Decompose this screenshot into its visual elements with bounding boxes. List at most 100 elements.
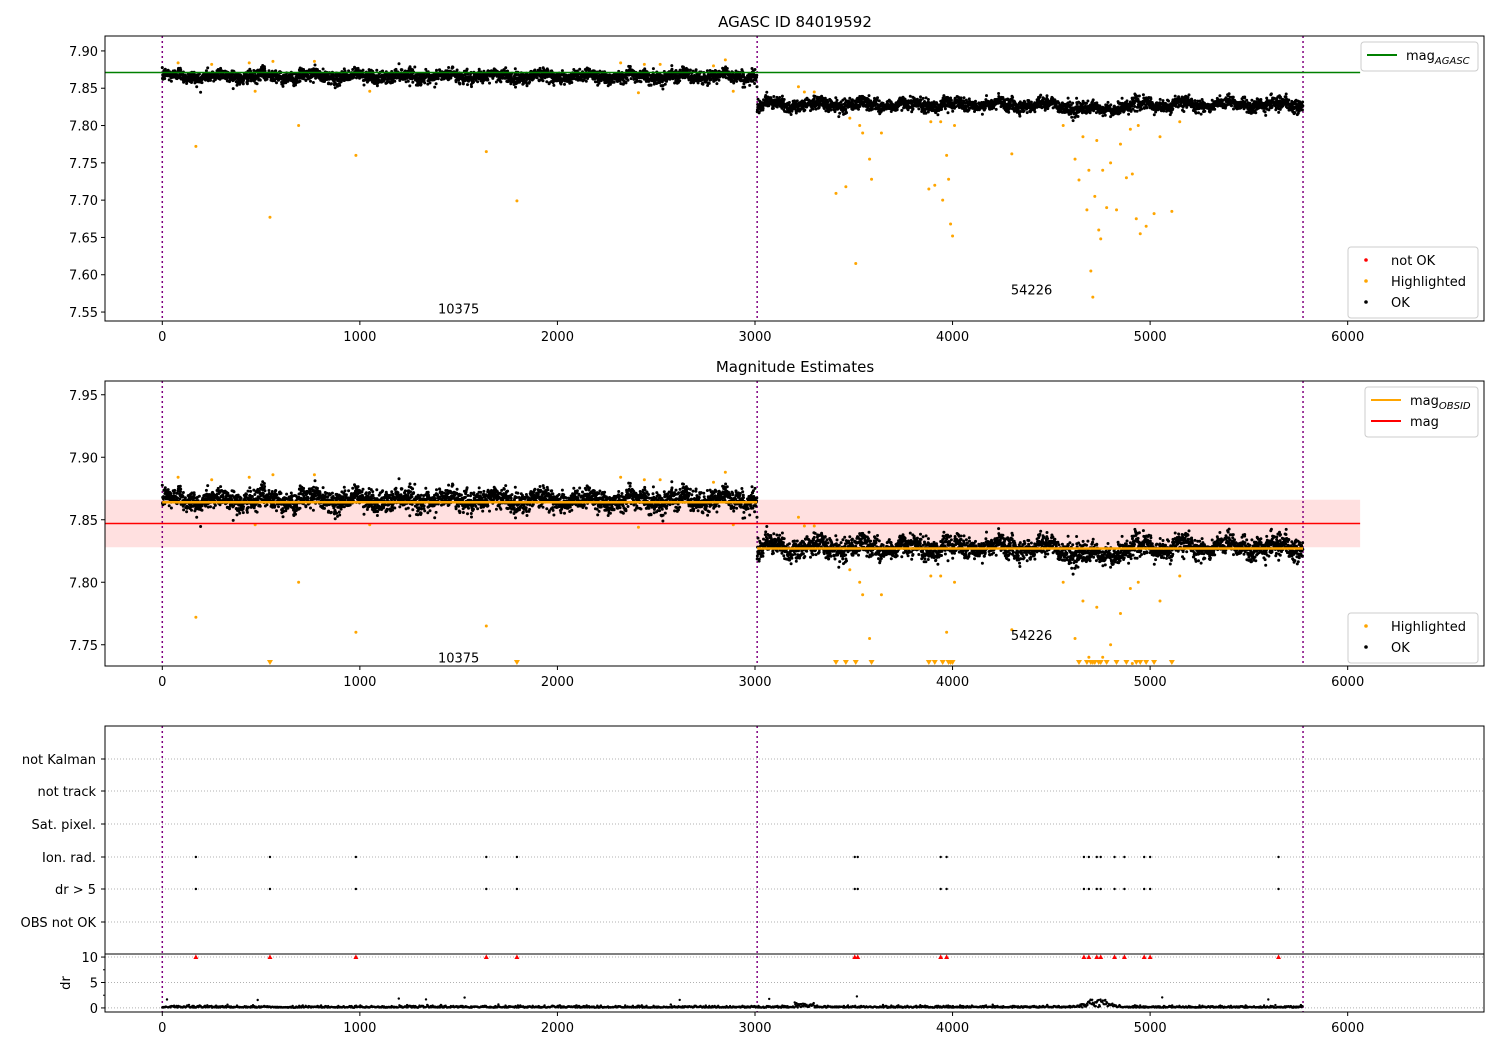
ok-point — [947, 111, 950, 114]
ok-point — [209, 79, 212, 82]
ok-point — [1039, 94, 1042, 97]
ok-point — [338, 84, 341, 87]
ok-point — [163, 77, 166, 80]
ok-point — [1070, 116, 1073, 119]
ok-point — [1086, 100, 1089, 103]
ok-point — [837, 115, 840, 118]
ok-point — [803, 109, 806, 112]
chart-title: AGASC ID 84019592 — [718, 13, 872, 31]
ok-point — [788, 101, 791, 104]
ok-point — [578, 68, 581, 71]
ok-point — [1068, 101, 1071, 104]
ok-point — [778, 96, 781, 99]
ok-point — [876, 96, 879, 99]
ok-point — [514, 67, 517, 70]
ok-point — [1027, 99, 1030, 102]
ok-point — [420, 83, 423, 86]
ok-point — [435, 69, 438, 72]
ok-point — [476, 80, 479, 83]
ok-point — [1138, 95, 1141, 98]
ok-point — [613, 81, 616, 84]
ok-point — [762, 107, 765, 110]
ok-point — [783, 98, 786, 101]
ok-point — [652, 67, 655, 70]
ok-point — [1007, 111, 1010, 114]
ok-point — [466, 68, 469, 71]
ok-point — [536, 76, 539, 79]
ok-point — [563, 83, 566, 86]
ok-point — [1142, 93, 1145, 96]
ok-point — [312, 81, 315, 84]
ok-point — [314, 64, 317, 67]
ok-point — [256, 82, 259, 85]
ok-point — [206, 66, 209, 69]
ok-point — [363, 84, 366, 87]
ok-point — [974, 100, 977, 103]
ok-point — [735, 80, 738, 83]
ok-point — [407, 80, 410, 83]
ok-point — [917, 107, 920, 110]
ok-point — [1104, 114, 1107, 117]
ok-point — [570, 81, 573, 84]
ok-point — [772, 95, 775, 98]
ok-point — [912, 108, 915, 111]
ok-point — [447, 66, 450, 69]
ok-point — [552, 84, 555, 87]
ok-point — [161, 66, 164, 69]
ok-point — [772, 107, 775, 110]
ok-point — [1121, 97, 1124, 100]
ok-point — [456, 69, 459, 72]
ok-point — [1109, 103, 1112, 106]
ok-point — [678, 79, 681, 82]
ok-point — [671, 68, 674, 71]
ok-point — [199, 91, 202, 94]
ok-point — [1092, 98, 1095, 101]
ok-point — [845, 111, 848, 114]
ok-point — [781, 95, 784, 98]
ok-point — [748, 84, 751, 87]
ok-point — [765, 91, 768, 94]
ok-point — [661, 88, 664, 91]
ok-point — [1077, 115, 1080, 118]
ok-point — [242, 82, 245, 85]
ok-point — [936, 113, 939, 116]
ok-point — [944, 107, 947, 110]
ok-point — [995, 108, 998, 111]
ok-point — [195, 85, 198, 88]
ok-point — [1046, 107, 1049, 110]
ok-point — [478, 68, 481, 71]
ok-point — [466, 83, 469, 86]
ok-point — [1140, 108, 1143, 111]
ok-point — [950, 99, 953, 102]
ok-point — [514, 86, 517, 89]
ok-point — [1133, 105, 1136, 108]
ok-point — [259, 79, 262, 82]
ok-point — [743, 86, 746, 89]
ok-point — [275, 81, 278, 84]
ok-point — [411, 81, 414, 84]
ok-point — [755, 74, 758, 77]
ok-point — [429, 81, 432, 84]
ok-point — [413, 66, 416, 69]
ok-point — [702, 83, 705, 86]
ok-point — [753, 82, 756, 85]
ok-point — [1026, 111, 1029, 114]
ok-point — [433, 86, 436, 89]
ok-point — [919, 95, 922, 98]
ok-point — [400, 68, 403, 71]
ok-point — [488, 82, 491, 85]
ok-point — [664, 83, 667, 86]
ok-point — [526, 84, 529, 87]
ok-point — [486, 78, 489, 81]
ok-point — [670, 64, 673, 67]
ok-point — [708, 82, 711, 85]
ok-point — [1071, 102, 1074, 105]
ok-point — [689, 69, 692, 72]
ok-point — [437, 77, 440, 80]
ok-point — [1075, 97, 1078, 100]
ok-point — [868, 94, 871, 97]
ok-point — [922, 97, 925, 100]
ok-point — [756, 85, 759, 88]
